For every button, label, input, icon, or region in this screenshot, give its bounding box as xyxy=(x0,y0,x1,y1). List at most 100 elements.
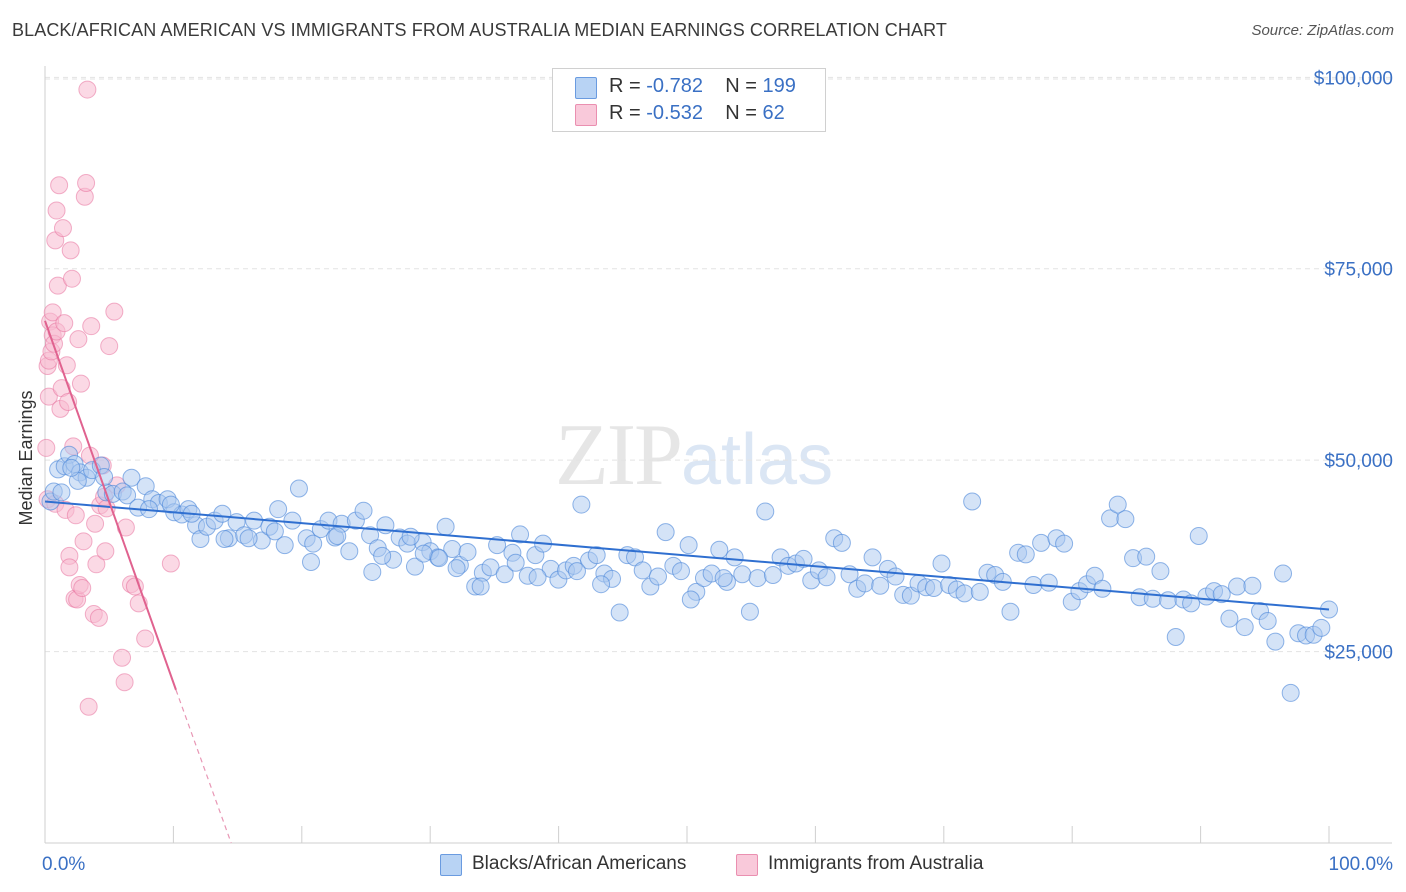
pink-point xyxy=(62,269,81,288)
n-label: N = xyxy=(725,102,763,124)
pink-trend-extension xyxy=(175,689,232,844)
pink-point xyxy=(69,330,88,349)
blue-point xyxy=(265,522,284,541)
axes xyxy=(44,66,1392,844)
y-axis-title: Median Earnings xyxy=(16,390,36,525)
pink-point xyxy=(43,303,62,322)
axis-labels: $25,000 $50,000 $75,000 $100,000 0.0% 100.0% M… xyxy=(16,68,1393,875)
pink-swatch xyxy=(575,104,597,126)
y-tick-label: $50,000 xyxy=(1324,451,1393,472)
blue-point xyxy=(1108,495,1127,514)
watermark: ZIPatlas xyxy=(555,405,833,506)
blue-point xyxy=(304,534,323,553)
y-tick-label: $75,000 xyxy=(1324,260,1393,281)
pink-point xyxy=(74,532,93,551)
pink-point xyxy=(87,555,106,574)
blue-point xyxy=(488,536,507,555)
blue-point xyxy=(1016,545,1035,564)
pink-point xyxy=(86,514,105,533)
y-tick-label: $25,000 xyxy=(1324,643,1393,664)
blue-point xyxy=(863,548,882,567)
y-tick-label: $100,000 xyxy=(1314,68,1393,89)
blue-point xyxy=(1166,628,1185,647)
source-credit: Source: ZipAtlas.com xyxy=(1251,22,1394,39)
blue-point xyxy=(1228,577,1247,596)
pink-point xyxy=(55,314,74,333)
n-value: 62 xyxy=(762,102,785,124)
blue-point xyxy=(1312,618,1331,637)
blue-point xyxy=(118,486,137,505)
blue-point xyxy=(855,574,874,593)
blue-point xyxy=(733,565,752,584)
pink-point xyxy=(115,673,134,692)
x-tick-label-right: 100.0% xyxy=(1329,854,1394,875)
blue-point xyxy=(1001,602,1020,621)
pink-point xyxy=(37,438,56,457)
pink-point xyxy=(161,554,180,573)
blue-point xyxy=(794,549,813,568)
blue-point xyxy=(886,567,905,586)
blue-point xyxy=(714,569,733,588)
pink-point xyxy=(73,579,92,598)
blue-point xyxy=(52,483,71,502)
blue-point xyxy=(1032,533,1051,552)
chart-title: BLACK/AFRICAN AMERICAN VS IMMIGRANTS FRO… xyxy=(12,20,947,40)
blue-point xyxy=(963,492,982,511)
pink-point xyxy=(50,176,69,195)
pink-point xyxy=(96,542,115,561)
pink-point xyxy=(100,337,119,356)
blue-trend-line xyxy=(44,500,1330,611)
blue-point xyxy=(239,529,258,548)
blue-point xyxy=(458,543,477,562)
pink-point xyxy=(60,558,79,577)
pink-point xyxy=(136,629,155,648)
blue-point xyxy=(710,540,729,559)
pink-series-label: Immigrants from Australia xyxy=(768,853,984,874)
blue-point xyxy=(610,603,629,622)
blue-point xyxy=(506,553,525,572)
blue-point xyxy=(471,577,490,596)
legend-text-blue: R = -0.782 N = 199 xyxy=(609,75,796,98)
blue-point xyxy=(340,542,359,561)
blue-point xyxy=(656,523,675,542)
pink-point xyxy=(47,201,66,220)
blue-point xyxy=(633,561,652,580)
blue-point xyxy=(681,590,700,609)
blue-point xyxy=(354,501,373,520)
blue-point xyxy=(763,566,782,585)
correlation-legend: R = -0.782 N = 199 R = -0.532 N = 62 xyxy=(552,68,826,132)
blue-point xyxy=(832,533,851,552)
blue-point xyxy=(671,562,690,581)
blue-point xyxy=(567,562,586,581)
x-tick-label-left: 0.0% xyxy=(42,854,85,875)
pink-point xyxy=(78,80,97,99)
blue-point xyxy=(289,479,308,498)
pink-point xyxy=(71,374,90,393)
trend-lines xyxy=(44,320,1330,844)
pink-point xyxy=(82,317,101,336)
blue-point xyxy=(373,546,392,565)
r-label: R = xyxy=(609,102,647,124)
pink-point xyxy=(105,302,124,321)
pink-point xyxy=(77,173,96,192)
blue-point xyxy=(1137,547,1156,566)
blue-point xyxy=(1243,576,1262,595)
blue-point xyxy=(1039,573,1058,592)
blue-point xyxy=(817,568,836,587)
blue-point xyxy=(213,504,232,523)
pink-point xyxy=(61,241,80,260)
blue-point xyxy=(1281,683,1300,702)
blue-point xyxy=(1159,591,1178,610)
pink-point xyxy=(125,577,144,596)
blue-point xyxy=(587,546,606,565)
blue-point xyxy=(1189,526,1208,545)
blue-point xyxy=(430,549,449,568)
blue-point xyxy=(725,548,744,567)
blue-point xyxy=(447,559,466,578)
blue-point xyxy=(748,569,767,588)
r-value: -0.782 xyxy=(646,75,703,97)
blue-series-points xyxy=(41,445,1338,702)
blue-point xyxy=(283,511,302,530)
blue-point xyxy=(301,552,320,571)
pink-series-points xyxy=(37,80,180,716)
